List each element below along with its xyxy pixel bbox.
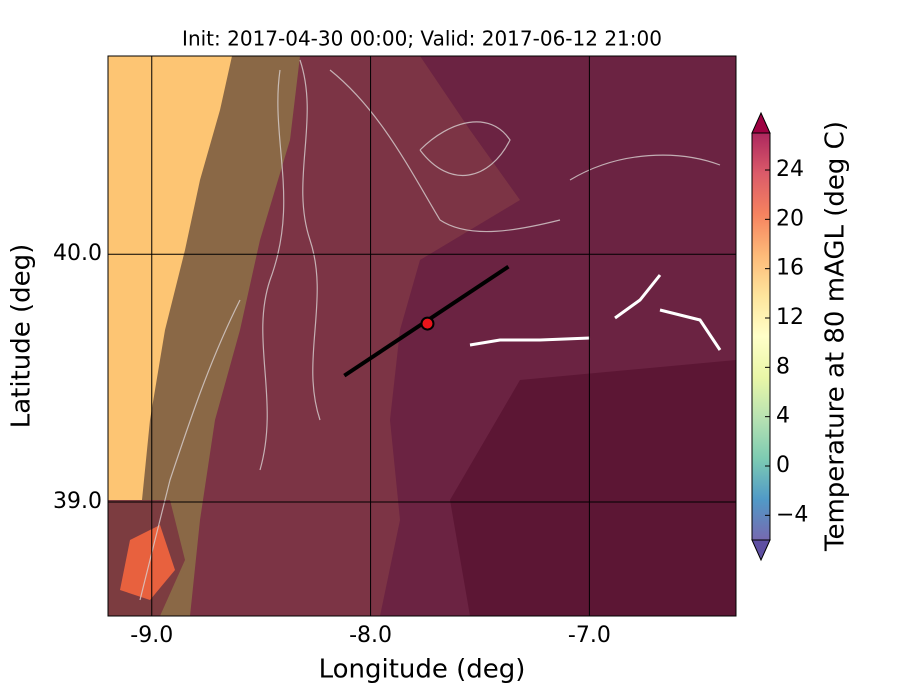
y-tick-label: 40.0 xyxy=(53,241,102,266)
y-tick-label: 39.0 xyxy=(53,489,102,514)
contours xyxy=(139,59,721,601)
contour xyxy=(139,299,241,601)
colorbar xyxy=(752,133,770,540)
field-warm xyxy=(108,56,232,616)
gap xyxy=(469,336,591,347)
x-tick-label: -7.0 xyxy=(568,623,611,648)
field-dark xyxy=(450,360,736,616)
contour xyxy=(299,59,321,421)
site-point xyxy=(420,316,435,331)
chart-title: Init: 2017-04-30 00:00; Valid: 2017-06-1… xyxy=(182,27,662,51)
contour xyxy=(329,69,561,233)
colorbar-tick-label: 24 xyxy=(776,157,804,182)
contour xyxy=(419,121,511,177)
colorbar-tick-label: 0 xyxy=(776,453,790,478)
colorbar-label: Temperature at 80 mAGL (deg C) xyxy=(821,121,851,552)
y-axis-label: Latitude (deg) xyxy=(7,244,37,429)
contour xyxy=(259,69,285,471)
colorbar-tick-label: 20 xyxy=(776,206,804,231)
colorbar-extend-min xyxy=(751,539,771,562)
x-axis-label: Longitude (deg) xyxy=(319,655,526,685)
contour xyxy=(569,154,721,181)
colorbar-tick-label: −4 xyxy=(776,502,808,527)
plot-frame xyxy=(107,55,737,617)
field-hot xyxy=(120,525,175,600)
terrain-gaps xyxy=(469,274,722,351)
x-tick-label: -9.0 xyxy=(130,623,173,648)
map-field xyxy=(108,56,736,616)
colorbar-tick-label: 12 xyxy=(776,305,804,330)
x-tick-label: -8.0 xyxy=(349,623,392,648)
colorbar-tick-label: 16 xyxy=(776,256,804,281)
colorbar-frame xyxy=(751,132,771,541)
colorbar-tick-label: 4 xyxy=(776,404,790,429)
colorbar-tick-label: 8 xyxy=(776,354,790,379)
colorbar-extend-max xyxy=(751,111,771,134)
gap xyxy=(614,274,722,351)
